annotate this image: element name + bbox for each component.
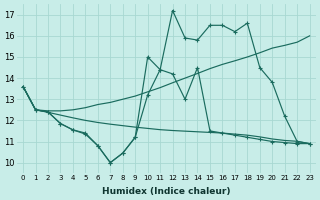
X-axis label: Humidex (Indice chaleur): Humidex (Indice chaleur) [102, 187, 231, 196]
